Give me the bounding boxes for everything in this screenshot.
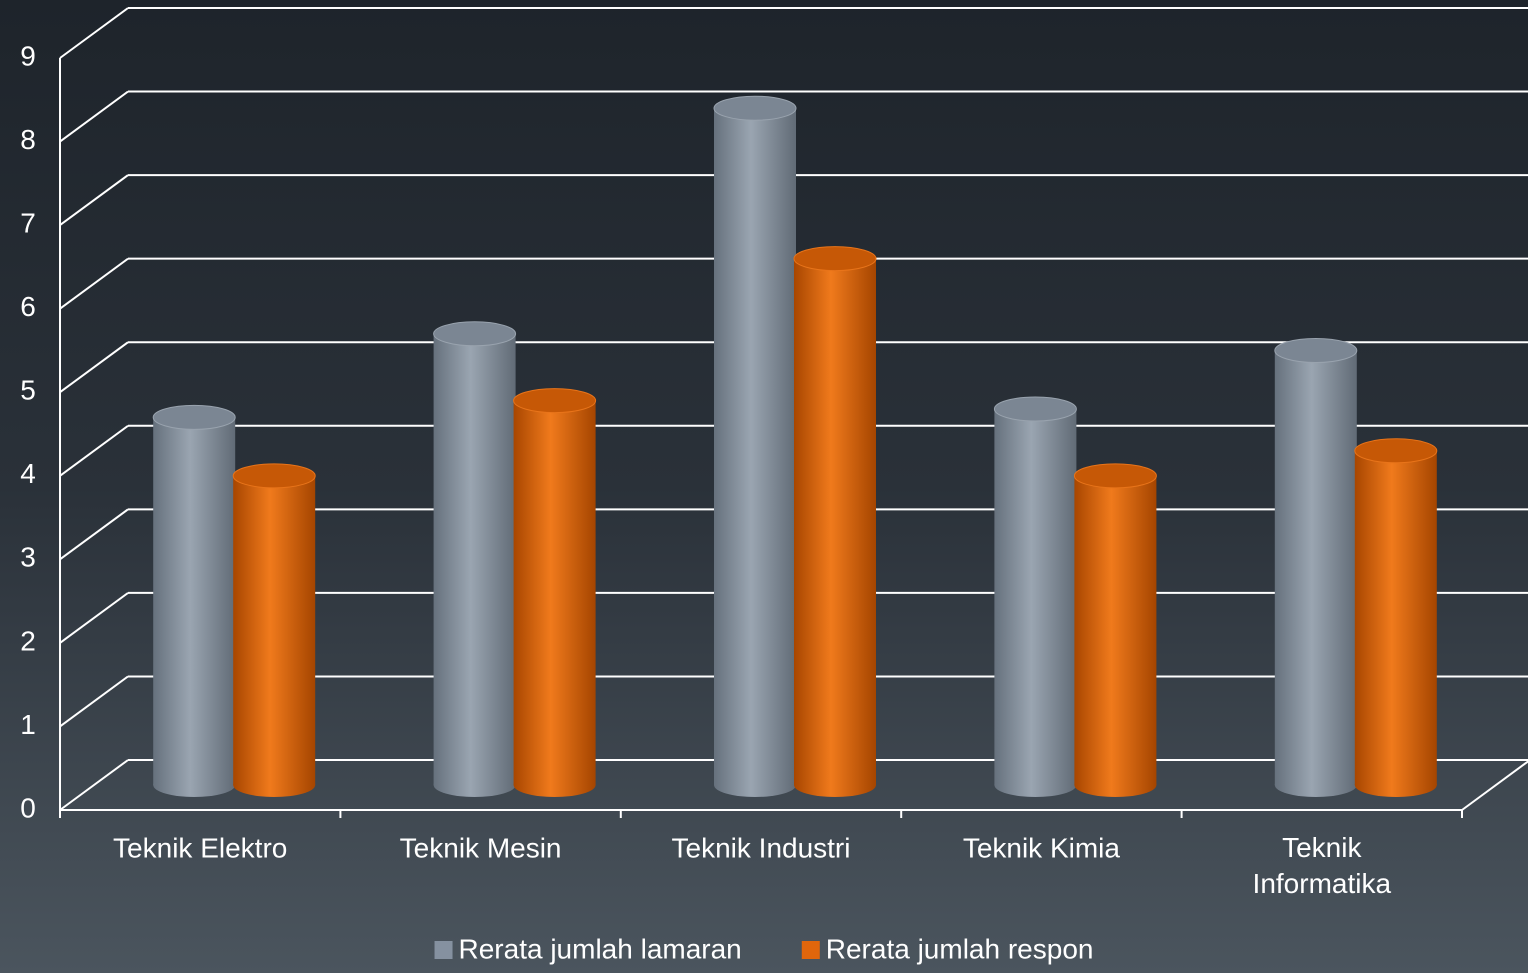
bar: [713, 95, 797, 797]
y-tick-label: 9: [20, 40, 36, 71]
bar-body: [233, 475, 316, 785]
bar-body: [1274, 350, 1357, 785]
y-tick-label: 8: [20, 124, 36, 155]
x-tick-label: Teknik Informatika: [1253, 832, 1392, 899]
legend-label: Rerata jumlah lamaran: [459, 933, 742, 964]
bar-body: [794, 258, 876, 786]
legend-swatch: [801, 941, 820, 959]
y-tick-label: 2: [20, 625, 36, 656]
legend-label: Rerata jumlah respon: [826, 933, 1094, 964]
grid-line: [59, 508, 129, 561]
bar: [513, 388, 597, 797]
grid-line: [59, 7, 129, 59]
bar-top: [1354, 438, 1438, 464]
bar: [152, 404, 236, 797]
bar-body: [513, 400, 596, 785]
bar: [793, 246, 877, 797]
y-tick-label: 1: [20, 709, 36, 740]
bar-body: [433, 333, 516, 785]
bar-top: [152, 404, 236, 430]
grid-line: [59, 257, 129, 310]
x-tick-label: Teknik Kimia: [963, 832, 1121, 863]
bar-top: [433, 321, 517, 347]
y-tick-label: 6: [20, 291, 36, 322]
y-tick-label: 5: [20, 375, 36, 406]
bar-body: [1354, 450, 1437, 785]
bar-top: [993, 396, 1077, 422]
bar-body: [714, 108, 796, 785]
x-tick-label: Teknik Industri: [672, 832, 851, 863]
bar-top: [232, 463, 316, 489]
bar: [232, 463, 316, 797]
bar: [433, 321, 517, 797]
y-tick-label: 7: [20, 208, 36, 239]
grid-line: [59, 675, 129, 728]
grid-line: [59, 174, 129, 226]
bar: [1354, 438, 1438, 797]
grid-line: [59, 759, 129, 811]
bar: [1073, 463, 1157, 797]
bar-top: [1274, 338, 1358, 364]
legend-swatch: [434, 941, 453, 959]
grid-line: [59, 341, 129, 394]
y-tick-label: 0: [20, 792, 36, 823]
bar-top: [713, 95, 797, 121]
bar-body: [153, 417, 236, 785]
bar-top: [513, 388, 597, 414]
x-tick-label: Teknik Elektro: [113, 832, 287, 863]
bar-body: [994, 409, 1077, 785]
x-tick-label: Teknik Mesin: [400, 832, 562, 863]
bar: [993, 396, 1077, 797]
grid-line: [59, 592, 129, 644]
grid-line: [59, 90, 129, 143]
floor-edge: [1461, 760, 1528, 811]
y-tick-label: 3: [20, 542, 36, 573]
y-tick-label: 4: [20, 458, 36, 489]
bar: [1274, 338, 1358, 797]
grid-line: [59, 424, 129, 477]
bar-body: [1074, 475, 1157, 785]
bar-top: [793, 246, 877, 272]
bar-top: [1073, 463, 1157, 489]
